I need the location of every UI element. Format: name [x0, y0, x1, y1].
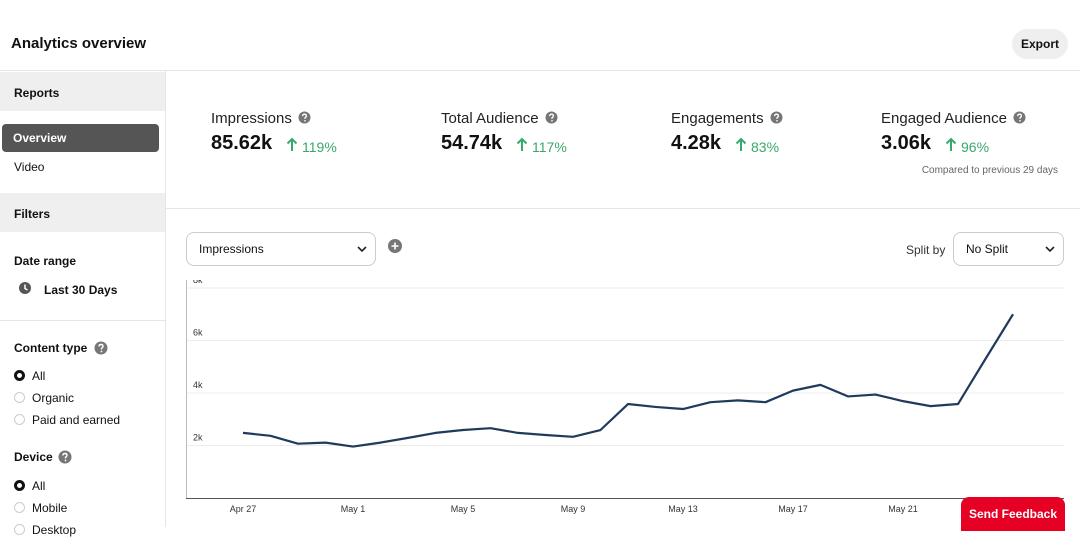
- up-arrow: [735, 137, 747, 151]
- section-heading: Reports: [14, 86, 60, 100]
- header: [0, 0, 1080, 71]
- divider: [166, 208, 1080, 209]
- trend-arrow: [735, 137, 747, 157]
- filter-label: Device: [14, 450, 53, 464]
- filter-label: Content type: [14, 341, 88, 355]
- help-icon[interactable]: [770, 111, 783, 124]
- add-button[interactable]: [388, 239, 402, 253]
- x-tick-label: May 17: [778, 504, 808, 514]
- split-label: Split by: [906, 243, 946, 257]
- trend-arrow: [945, 137, 957, 157]
- metric-change: 83%: [751, 139, 780, 155]
- radio[interactable]: [14, 414, 25, 425]
- sidebar: [0, 71, 166, 527]
- up-arrow: [286, 137, 298, 151]
- metric-value: 4.28k: [671, 132, 722, 154]
- help-icon[interactable]: [1013, 111, 1026, 124]
- metric-label: Impressions: [211, 110, 311, 127]
- x-tick-label: May 9: [561, 504, 586, 514]
- radio[interactable]: [14, 524, 25, 535]
- x-tick-label: May 1: [341, 504, 366, 514]
- up-arrow: [516, 137, 528, 151]
- x-tick-label: May 21: [888, 504, 918, 514]
- comparison-note: Compared to previous 29 days: [921, 165, 1058, 176]
- y-tick-label: 8k: [193, 280, 203, 285]
- split-dropdown[interactable]: No Split: [953, 232, 1064, 266]
- radio-label[interactable]: All: [32, 479, 46, 493]
- radio-label[interactable]: Paid and earned: [32, 413, 121, 427]
- help-icon[interactable]: [94, 341, 108, 355]
- date-range-value[interactable]: Last 30 Days: [44, 283, 118, 297]
- x-tick-label: May 13: [668, 504, 698, 514]
- radio-label[interactable]: All: [32, 369, 46, 383]
- metric-value: 54.74k: [441, 132, 503, 154]
- section-band: [0, 193, 165, 232]
- trend-arrow: [286, 137, 298, 157]
- page-title: Analytics overview: [11, 35, 147, 52]
- dropdown-value: No Split: [966, 242, 1009, 256]
- filter-label: Date range: [14, 254, 77, 268]
- help-icon[interactable]: [298, 111, 311, 124]
- radio[interactable]: [14, 370, 25, 381]
- y-tick-label: 2k: [193, 433, 203, 443]
- metric-value: 3.06k: [881, 132, 932, 154]
- radio-label[interactable]: Mobile: [32, 501, 68, 515]
- metric-label: Total Audience: [441, 110, 558, 127]
- line: [242, 313, 1014, 448]
- y-tick-label: 4k: [193, 380, 203, 390]
- radio-label[interactable]: Organic: [32, 391, 75, 405]
- divider: [0, 320, 165, 321]
- section-heading: Filters: [14, 207, 51, 221]
- metric-value: 85.62k: [211, 132, 273, 154]
- metric-dropdown[interactable]: Impressions: [186, 232, 376, 266]
- nav-item[interactable]: Video: [14, 160, 45, 174]
- x-tick-label: Apr 27: [230, 504, 257, 514]
- chevron: [357, 246, 367, 253]
- trend-arrow: [516, 137, 528, 157]
- metric-label: Engaged Audience: [881, 110, 1026, 127]
- radio[interactable]: [14, 502, 25, 513]
- export-button[interactable]: Export: [1012, 29, 1068, 59]
- help-icon[interactable]: [58, 450, 72, 464]
- clock-icon: [19, 282, 31, 294]
- chevron: [1045, 246, 1055, 253]
- metric-label: Engagements: [671, 110, 783, 127]
- radio[interactable]: [14, 480, 25, 491]
- metric-change: 96%: [961, 139, 990, 155]
- radio[interactable]: [14, 392, 25, 403]
- metric-change: 117%: [532, 139, 567, 155]
- help-icon[interactable]: [545, 111, 558, 124]
- radio-label[interactable]: Desktop: [32, 523, 77, 537]
- metric-change: 119%: [302, 139, 337, 155]
- feedback-button[interactable]: Send Feedback: [961, 497, 1065, 531]
- up-arrow: [945, 137, 957, 151]
- y-tick-label: 6k: [193, 328, 203, 338]
- nav-item-selected[interactable]: Overview: [2, 124, 159, 152]
- section-band: [0, 72, 165, 111]
- line-chart: 2k 4k 6k 8k Apr 27 May 1 May 5 May 9 May 13 May 1…: [186, 280, 1064, 514]
- dropdown-value: Impressions: [199, 242, 264, 256]
- x-tick-label: May 5: [451, 504, 476, 514]
